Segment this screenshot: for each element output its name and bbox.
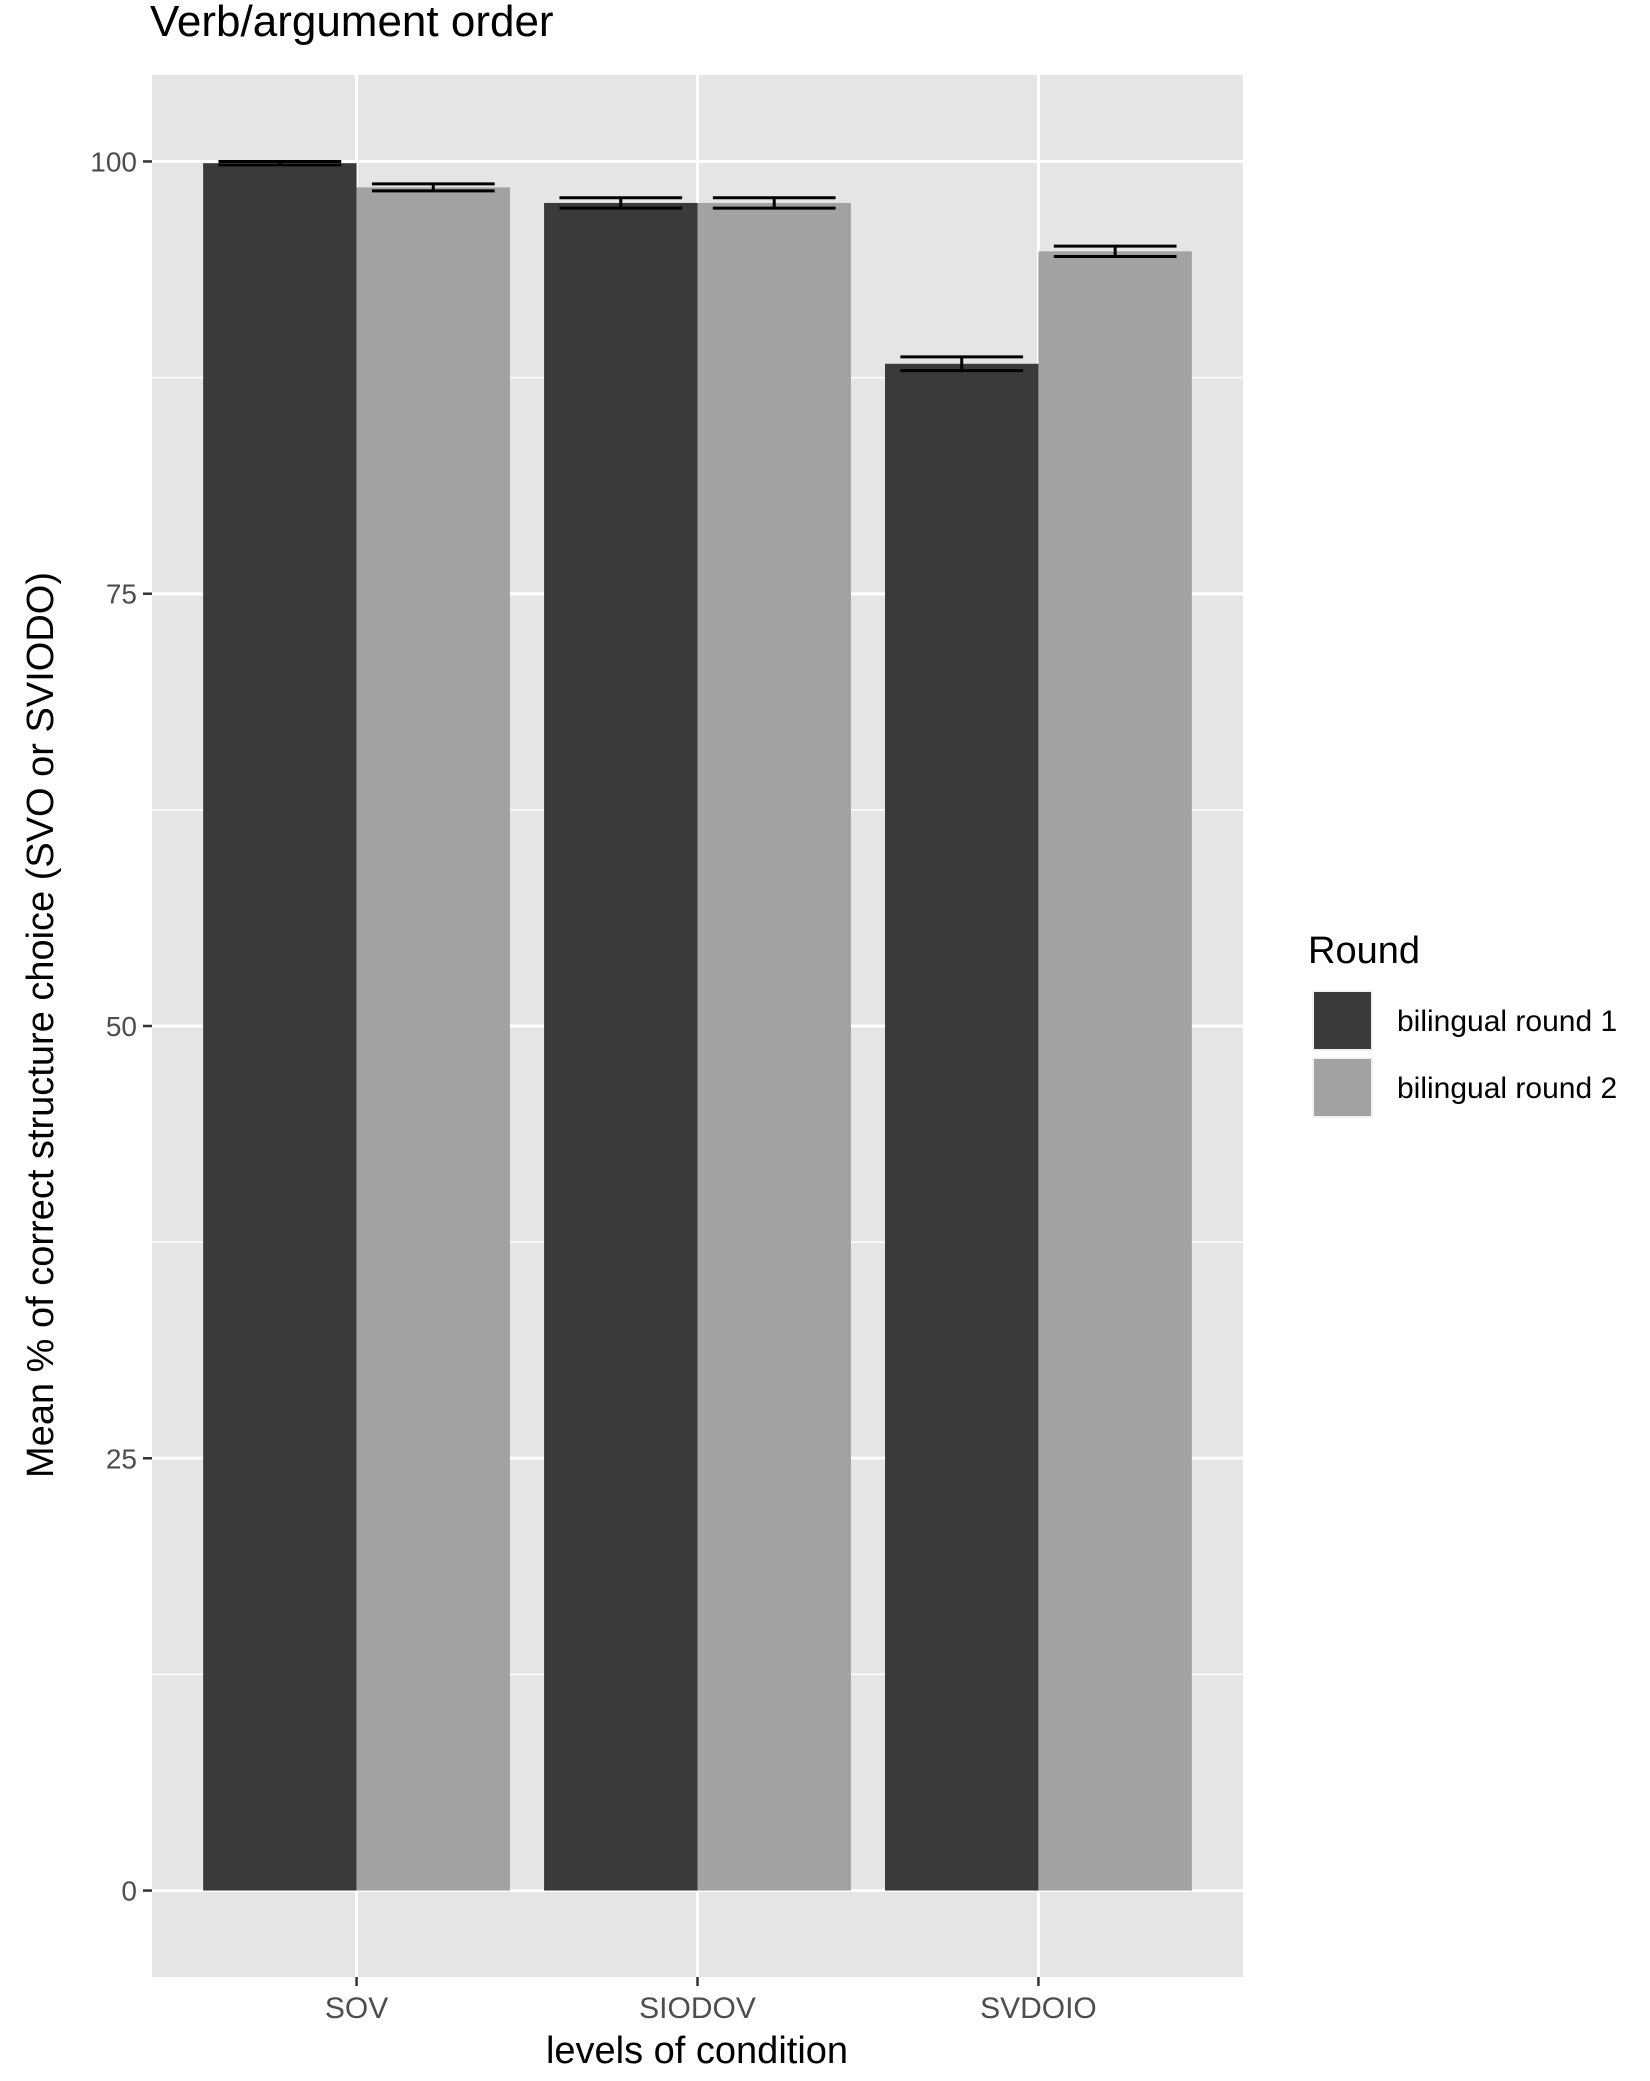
bar-sov-series-2	[356, 187, 510, 1891]
x-axis-title: levels of condition	[546, 2030, 848, 2072]
error-bar	[559, 196, 683, 210]
legend: Round bilingual round 1 bilingual round 2	[1308, 930, 1617, 1118]
legend-label: bilingual round 2	[1397, 1072, 1617, 1105]
legend-title: Round	[1308, 930, 1420, 972]
x-tick-label: SVDOIO	[980, 1992, 1097, 2025]
error-bar	[218, 159, 342, 167]
legend-label: bilingual round 1	[1397, 1005, 1617, 1038]
y-tick-label: 25	[106, 1443, 137, 1474]
bars	[203, 163, 1192, 1891]
y-tick-label: 100	[90, 146, 137, 177]
error-bar	[1053, 244, 1177, 259]
bar-siodov-series-2	[697, 202, 851, 1891]
y-axis: 0 25 50 75 100	[90, 146, 152, 1907]
x-tick-label: SIODOV	[639, 1992, 756, 2025]
bar-siodov-series-1	[544, 202, 698, 1891]
legend-swatch	[1314, 1059, 1371, 1116]
bar-sov-series-1	[203, 163, 357, 1891]
error-bar	[712, 196, 836, 210]
y-tick-label: 75	[106, 579, 137, 610]
bar-svdoio-series-1	[885, 363, 1039, 1891]
error-bars	[218, 159, 1177, 373]
y-tick-label: 50	[106, 1011, 137, 1042]
bar-svdoio-series-2	[1038, 251, 1192, 1891]
error-bar	[900, 355, 1024, 373]
chart-title: Verb/argument order	[150, 0, 554, 46]
legend-swatch	[1314, 992, 1371, 1049]
y-axis-title: Mean % of correct structure choice (SVO …	[20, 572, 62, 1478]
y-tick-label: 0	[121, 1876, 137, 1907]
error-bar	[371, 182, 495, 193]
x-tick-label: SOV	[325, 1992, 388, 2025]
x-axis: SOV SIODOV SVDOIO	[325, 1977, 1097, 2025]
